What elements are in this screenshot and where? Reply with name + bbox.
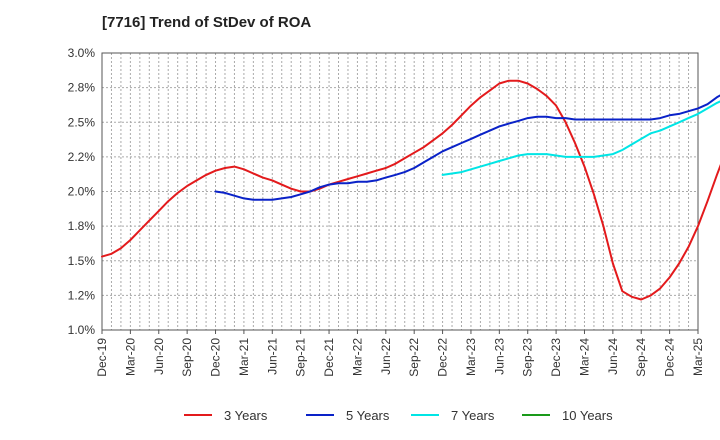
x-tick-label: Mar-25: [691, 338, 705, 376]
series-line-5-years: [214, 94, 720, 201]
x-tick-label: Mar-21: [237, 338, 251, 376]
y-tick-label: 1.0%: [68, 323, 96, 337]
legend-item: 5 Years: [306, 403, 389, 427]
legend-item: 10 Years: [522, 403, 613, 427]
x-tick-label: Sep-22: [407, 338, 421, 377]
y-tick-label: 2.0%: [68, 185, 96, 199]
y-tick-labels: 1.0% 1.2% 1.5% 1.8% 2.0% 2.2% 2.5% 2.8% 3.0%: [68, 46, 96, 337]
series-line-7-years: [441, 100, 720, 176]
x-tick-label: Sep-23: [521, 338, 535, 377]
x-tick-label: Dec-22: [436, 338, 450, 377]
x-tick-label: Mar-20: [123, 338, 137, 376]
legend-item: 3 Years: [184, 403, 267, 427]
chart-title: [7716] Trend of StDev of ROA: [102, 14, 312, 31]
x-tick-label: Dec-24: [663, 338, 677, 377]
y-tick-label: 2.2%: [68, 150, 96, 164]
legend-swatch: [184, 414, 212, 416]
y-tick-label: 2.5%: [68, 115, 96, 129]
series-lines: [101, 79, 720, 301]
grid: [102, 52, 698, 331]
x-tick-label: Mar-23: [464, 338, 478, 376]
x-tick-label: Mar-22: [350, 338, 364, 376]
x-tick-label: Mar-24: [577, 338, 591, 376]
x-tick-label: Dec-21: [322, 338, 336, 377]
x-tick-label: Dec-20: [209, 338, 223, 377]
legend-label: 10 Years: [562, 407, 613, 423]
x-tick-label: Jun-22: [379, 338, 393, 375]
legend-item: 7 Years: [411, 403, 494, 427]
y-tick-label: 1.8%: [68, 219, 96, 233]
x-tick-label: Jun-20: [152, 338, 166, 375]
x-tick-label: Dec-23: [549, 338, 563, 377]
legend-swatch: [522, 414, 550, 416]
legend-label: 5 Years: [346, 407, 390, 423]
plot-frame: [101, 52, 699, 331]
y-tick-label: 3.0%: [68, 46, 96, 60]
series-line-3-years: [101, 79, 720, 301]
y-tick-label: 1.2%: [68, 288, 96, 302]
legend: 3 Years 5 Years 7 Years 10 Years: [0, 403, 720, 427]
axes: [101, 52, 699, 334]
x-tick-label: Sep-24: [634, 338, 648, 377]
x-tick-label: Jun-21: [265, 338, 279, 375]
x-tick-label: Sep-21: [294, 338, 308, 377]
legend-swatch: [411, 414, 439, 416]
legend-swatch: [306, 414, 334, 416]
x-tick-label: Jun-24: [606, 338, 620, 375]
x-tick-label: Dec-19: [95, 338, 109, 377]
legend-label: 3 Years: [224, 407, 268, 423]
x-tick-label: Sep-20: [180, 338, 194, 377]
y-tick-label: 2.8%: [68, 81, 96, 95]
y-tick-label: 1.5%: [68, 254, 96, 268]
x-tick-labels: Dec-19 Mar-20 Jun-20 Sep-20 Dec-20 Mar-21 Jun-…: [95, 338, 705, 377]
x-tick-label: Jun-23: [492, 338, 506, 375]
legend-label: 7 Years: [451, 407, 495, 423]
